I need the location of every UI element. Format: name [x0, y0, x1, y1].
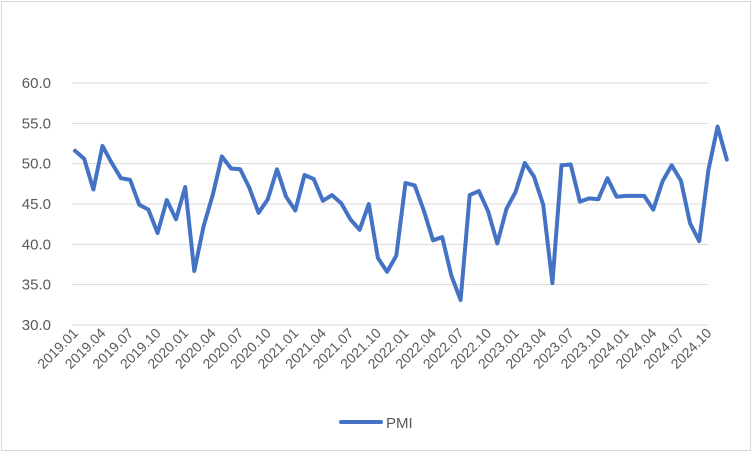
- y-tick-label: 40.0: [22, 236, 51, 253]
- y-tick-label: 45.0: [22, 196, 51, 213]
- legend: PMI: [339, 415, 413, 432]
- y-tick-label: 35.0: [22, 277, 51, 294]
- series-line-pmi: [73, 124, 729, 302]
- series-layer: [73, 124, 729, 302]
- gridlines: [72, 82, 708, 326]
- y-tick-label: 55.0: [22, 115, 51, 132]
- y-tick-label: 30.0: [22, 317, 51, 334]
- x-axis-ticks: 2019.012019.042019.072019.102020.012020.…: [34, 325, 715, 372]
- y-tick-label: 50.0: [22, 156, 51, 173]
- y-tick-label: 60.0: [22, 75, 51, 92]
- legend-label-pmi: PMI: [386, 415, 413, 432]
- y-axis-ticks: 30.0 35.0 40.0 45.0 50.0 55.0 60.0: [22, 75, 51, 334]
